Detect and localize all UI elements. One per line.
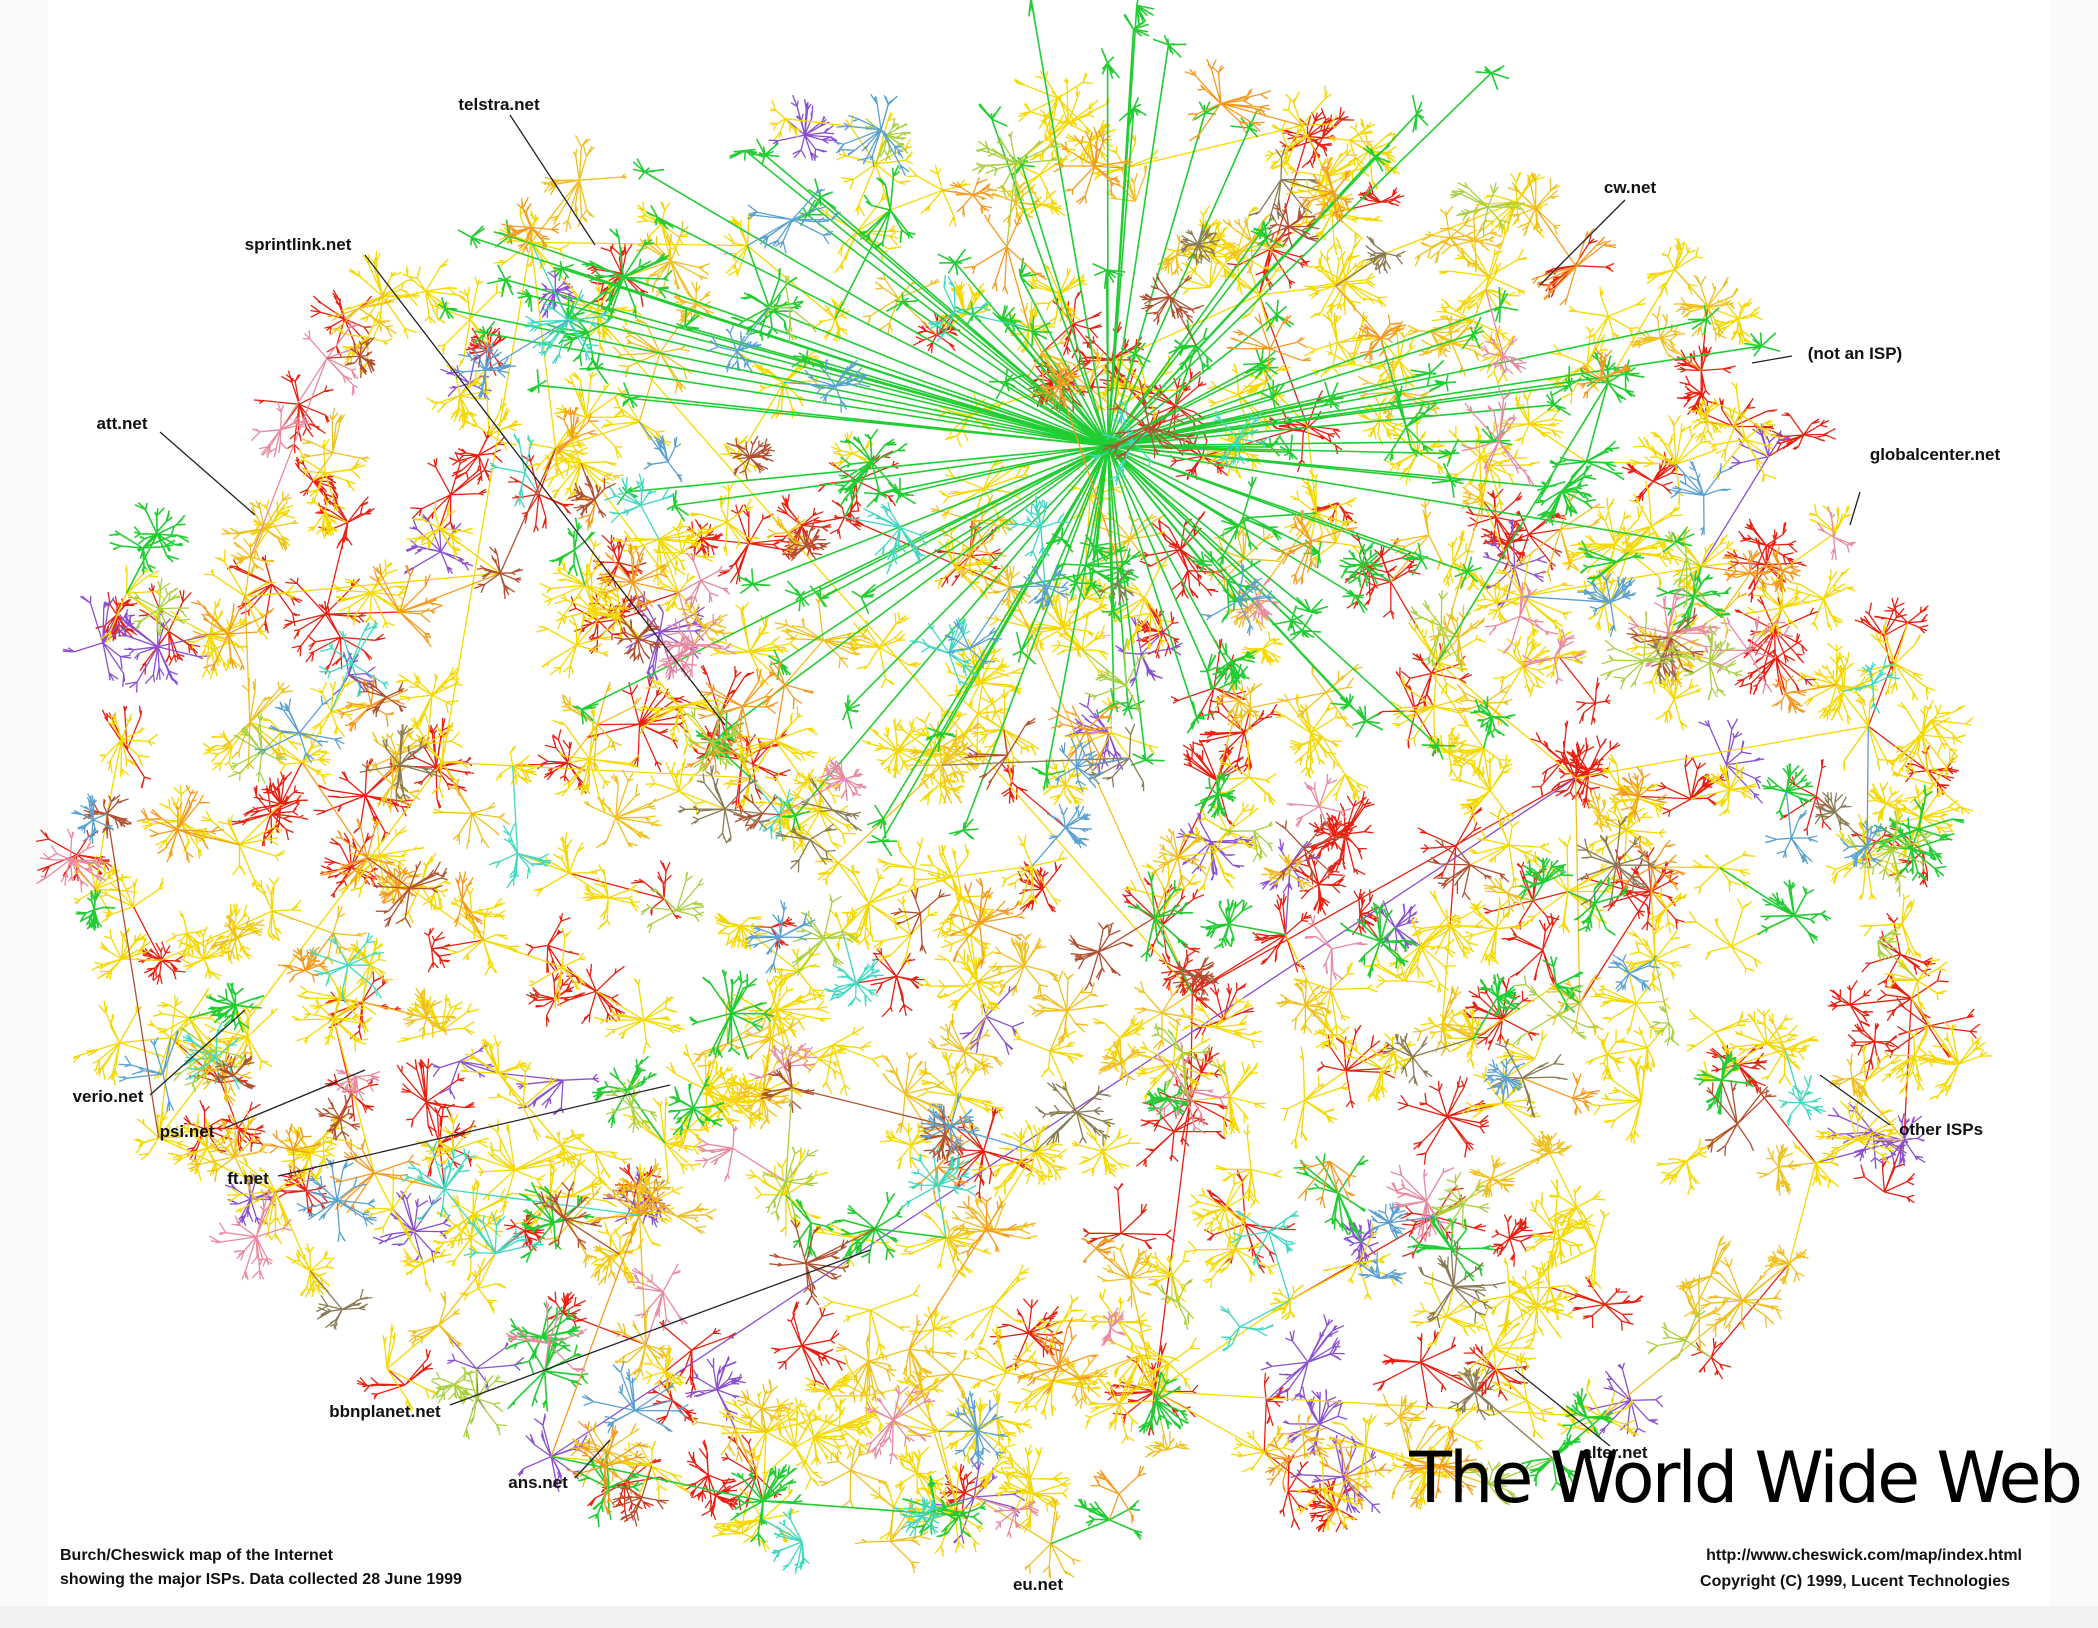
isp-labels: telstra.net sprintlink.net att.net verio.ne… [73, 95, 2001, 1594]
isp-label: ans.net [508, 1473, 568, 1492]
leader-line [364, 254, 726, 726]
network-edges [136, 58, 1837, 1524]
caption-right: http://www.cheswick.com/map/index.html [1706, 1547, 2022, 1564]
leader-line [1849, 491, 1861, 526]
leader-line [449, 1249, 871, 1406]
network-edges [186, 135, 1905, 1579]
isp-label: att.net [97, 414, 148, 433]
leader-line [574, 1439, 611, 1479]
leader-line [159, 431, 256, 516]
isp-label: sprintlink.net [245, 235, 352, 254]
isp-label: psi.net [160, 1122, 215, 1141]
leader-line [509, 114, 596, 246]
caption-left: showing the major ISPs. Data collected 2… [60, 1571, 462, 1588]
leader-line [149, 1009, 246, 1096]
isp-label: verio.net [73, 1087, 144, 1106]
caption-right: Copyright (C) 1999, Lucent Technologies [1700, 1573, 2010, 1590]
leader-line [1751, 355, 1793, 364]
leader-line [277, 1084, 671, 1177]
isp-label: globalcenter.net [1870, 445, 2001, 464]
leader-lines [149, 114, 1891, 1479]
network-edges [127, 117, 1933, 1506]
leader-line [224, 1069, 366, 1129]
isp-label: cw.net [1604, 178, 1657, 197]
network-edges [182, 242, 1900, 1574]
leader-line [1539, 199, 1626, 286]
caption-left: Burch/Cheswick map of the Internet [60, 1547, 334, 1564]
isp-label: alter.net [1582, 1443, 1648, 1462]
isp-label: telstra.net [458, 95, 540, 114]
network-edges [71, 93, 1887, 1468]
network [35, 0, 1993, 1579]
isp-label: bbnplanet.net [329, 1402, 441, 1421]
leader-line [1514, 1369, 1611, 1447]
isp-label: ft.net [227, 1169, 269, 1188]
isp-label: other ISPs [1899, 1120, 1983, 1139]
slide-title: The World Wide Web [1408, 1437, 2080, 1519]
bottom-strip [0, 1606, 2098, 1628]
isp-label: (not an ISP) [1808, 344, 1902, 363]
leader-line [1819, 1074, 1891, 1126]
isp-label: eu.net [1013, 1575, 1063, 1594]
network-edges [75, 0, 1965, 1547]
